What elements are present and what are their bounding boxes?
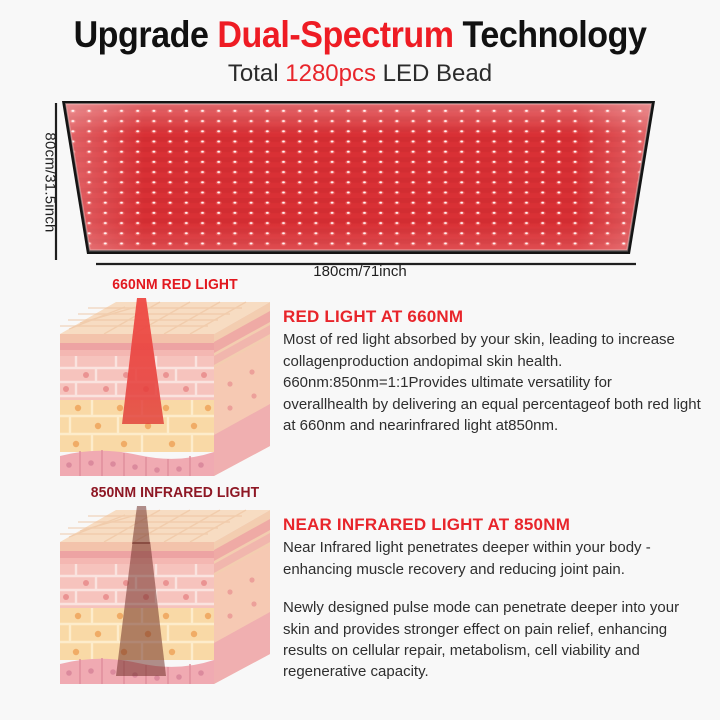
section-infrared-850: 850NM INFRARED LIGHT (0, 484, 720, 720)
skin-front-face (60, 542, 214, 684)
diagram-caption-660nm: 660NM RED LIGHT (112, 276, 238, 293)
panel-height-label: 80cm/31.5inch (41, 132, 59, 233)
led-panel-illustration (54, 101, 655, 266)
subtitle-highlight: 1280pcs (285, 60, 377, 87)
led-panel-figure: 80cm/31.5inch 180cm/71inch (0, 96, 720, 291)
skin-block-illustration-ir (60, 506, 270, 684)
headline-part-before: Upgrade (73, 14, 218, 55)
skin-right-face-layers (214, 519, 270, 684)
basal-nuclei (66, 460, 204, 473)
page-title: Upgrade Dual-Spectrum Technology (29, 14, 691, 56)
page-subtitle: Total 1280pcs LED Bead (0, 60, 720, 88)
infrared-heading: NEAR INFRARED LIGHT AT 850NM (283, 515, 571, 534)
skin-cross-section-660 (58, 296, 273, 491)
infrared-light-beam (132, 506, 150, 544)
diagram-caption-850nm: 850NM INFRARED LIGHT (90, 484, 260, 501)
red-light-heading: RED LIGHT AT 660NM (283, 307, 464, 326)
panel-width-label: 180cm/71inch (313, 263, 407, 280)
led-bead-grid (66, 104, 651, 250)
infrared-paragraph-1: Near Infrared light penetrates deeper wi… (283, 539, 651, 578)
infrared-paragraph-2: Newly designed pulse mode can penetrate … (283, 599, 680, 681)
panel-inner-edge (65, 103, 652, 251)
red-light-text-block: RED LIGHT AT 660NM Most of red light abs… (283, 306, 701, 436)
infrared-light-beam-inner (116, 542, 166, 676)
infrared-text-block: NEAR INFRARED LIGHT AT 850NM Near Infrar… (283, 514, 701, 683)
section-red-660: 660NM RED LIGHT (0, 276, 720, 491)
skin-block-illustration (60, 298, 270, 476)
red-light-beam (122, 298, 164, 424)
fat-cell-dots (72, 404, 212, 448)
skin-cross-section-850 (58, 504, 273, 699)
headline-part-after: Technology (453, 14, 647, 55)
subtitle-part-after: LED Bead (376, 60, 493, 87)
layer-basal-cells (60, 450, 214, 476)
subtitle-part-before: Total (227, 60, 286, 87)
basal-cell-lines (79, 450, 191, 476)
red-light-paragraph-1: Most of red light absorbed by your skin,… (283, 331, 701, 434)
skin-right-face-layers (214, 311, 270, 476)
headline-highlight: Dual-Spectrum (217, 14, 454, 55)
